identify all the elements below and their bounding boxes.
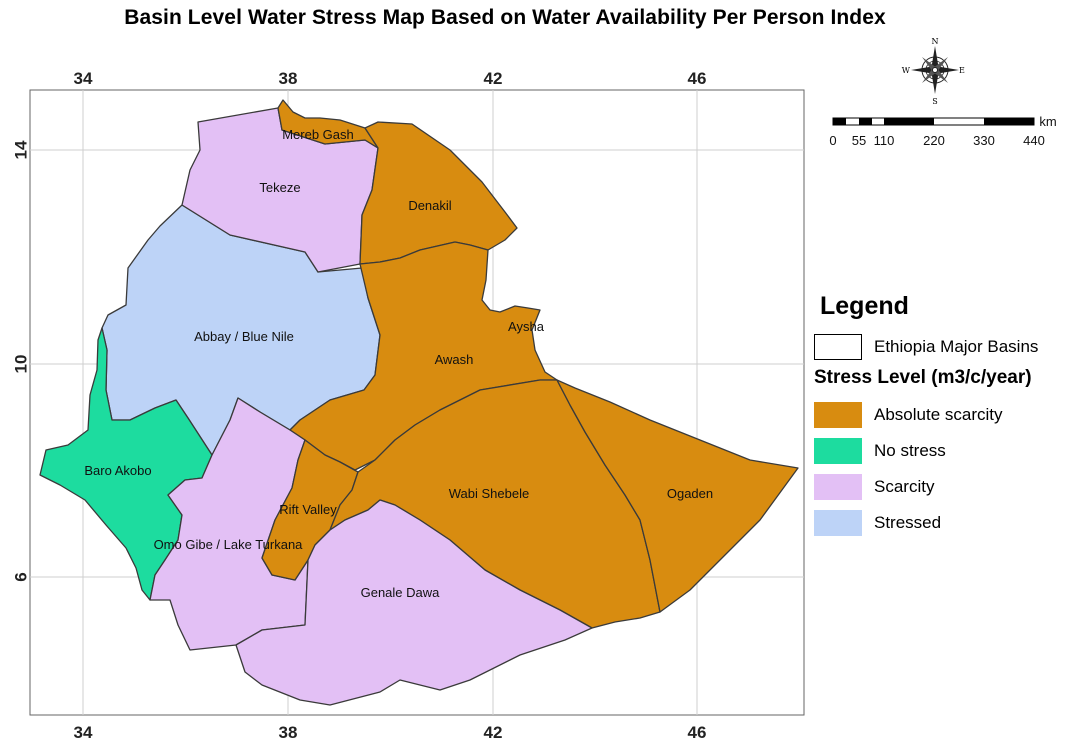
compass-e: E	[959, 66, 965, 75]
scale-label: 220	[923, 133, 945, 148]
scale-label: 440	[1023, 133, 1045, 148]
legend-outline-label: Ethiopia Major Basins	[874, 337, 1039, 356]
legend-title: Legend	[820, 292, 909, 320]
basin-label: Mereb Gash	[282, 127, 354, 142]
basin-label: Rift Valley	[279, 502, 337, 517]
legend-item: No stress	[814, 433, 1082, 469]
basin-label: Abbay / Blue Nile	[194, 329, 294, 344]
legend-items: Absolute scarcity No stress Scarcity Str…	[814, 397, 1082, 541]
scale-label: 55	[852, 133, 866, 148]
legend-swatch	[814, 402, 862, 428]
x-tick-bottom: 34	[74, 723, 93, 742]
legend-swatch	[814, 474, 862, 500]
map-title: Basin Level Water Stress Map Based on Wa…	[124, 6, 886, 29]
legend-outline-item: Ethiopia Major Basins	[814, 329, 1082, 365]
x-tick-top: 46	[688, 69, 707, 88]
legend-item-label: No stress	[874, 441, 946, 460]
legend-item: Absolute scarcity	[814, 397, 1082, 433]
basin-label: Denakil	[408, 198, 451, 213]
map-frame	[29, 89, 805, 716]
legend-outline-swatch	[814, 334, 862, 360]
legend-item-label: Scarcity	[874, 477, 935, 496]
x-tick-top: 38	[279, 69, 298, 88]
legend-item-label: Stressed	[874, 513, 942, 532]
legend-swatch	[814, 438, 862, 464]
compass-n: N	[932, 37, 939, 46]
scale-label: 330	[973, 133, 995, 148]
legend-item: Stressed	[814, 505, 1082, 541]
axis-labels: 34 38 42 46 34 38 42 46 14 10 6	[11, 69, 706, 742]
legend-item: Scarcity	[814, 469, 1082, 505]
basin-label: Aysha	[508, 319, 545, 334]
x-tick-bottom: 42	[484, 723, 503, 742]
x-tick-top: 42	[484, 69, 503, 88]
basin-label: Ogaden	[667, 486, 713, 501]
scale-unit: km	[1039, 114, 1056, 129]
basin-label: Genale Dawa	[361, 585, 441, 600]
basin-label: Omo Gibe / Lake Turkana	[154, 537, 304, 552]
basin-label: Wabi Shebele	[449, 486, 529, 501]
scale-bar: 0 55 110 220 330 440 km	[829, 114, 1056, 148]
legend: Legend Ethiopia Major Basins Stress Leve…	[814, 292, 1082, 541]
basin-label: Tekeze	[259, 180, 300, 195]
legend-swatch	[814, 510, 862, 536]
x-tick-bottom: 38	[279, 723, 298, 742]
y-tick: 14	[11, 140, 30, 159]
basin-label: Baro Akobo	[84, 463, 151, 478]
y-tick: 6	[11, 572, 30, 581]
scale-label: 0	[829, 133, 836, 148]
scale-label: 110	[874, 133, 895, 148]
compass-rose-icon: N S E W	[902, 37, 965, 106]
y-tick: 10	[11, 355, 30, 374]
basin-labels: Mereb Gash Tekeze Denakil Abbay / Blue N…	[84, 127, 713, 600]
basin-label: Awash	[435, 352, 474, 367]
compass-s: S	[932, 97, 937, 106]
basin-ogaden[interactable]	[556, 379, 799, 613]
compass-w: W	[902, 66, 911, 75]
basin-mereb-gash[interactable]	[277, 99, 379, 149]
basin-genale-dawa[interactable]	[235, 499, 593, 706]
x-tick-bottom: 46	[688, 723, 707, 742]
x-tick-top: 34	[74, 69, 93, 88]
legend-item-label: Absolute scarcity	[874, 405, 1003, 424]
stress-level-heading: Stress Level (m3/c/year)	[814, 367, 1032, 388]
